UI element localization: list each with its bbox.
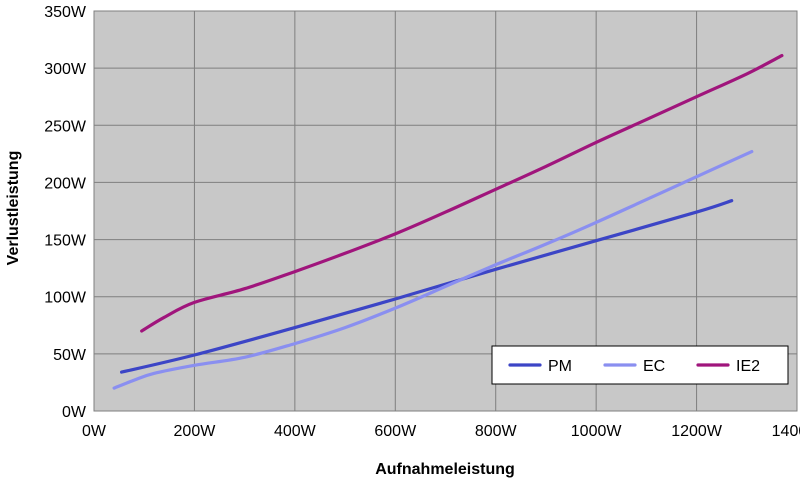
x-tick-label: 600W: [374, 423, 417, 440]
x-tick-label: 1000W: [571, 423, 623, 440]
series-line-pm: [120, 199, 734, 374]
y-tick-label: 0W: [62, 404, 87, 421]
y-tick-label: 200W: [44, 175, 87, 192]
plot-border: [93, 10, 798, 412]
legend: PM EC IE2: [491, 345, 789, 385]
x-tick-label: 800W: [475, 423, 518, 440]
y-tick-label: 100W: [44, 290, 87, 307]
x-tick-label: 1200W: [671, 423, 723, 440]
series-line-ec: [112, 150, 754, 390]
y-tick-label: 250W: [44, 118, 87, 135]
x-tick-label: 0W: [82, 423, 107, 440]
series-line-ie2: [140, 54, 784, 333]
legend-label-ie2: IE2: [736, 358, 760, 375]
y-axis-title: Verlustleistung: [5, 151, 22, 266]
y-tick-label: 300W: [44, 61, 87, 78]
y-tick-label: 150W: [44, 233, 87, 250]
legend-label-pm: PM: [548, 358, 572, 375]
series-lines: [112, 54, 784, 390]
x-tick-label: 400W: [274, 423, 317, 440]
y-tick-label: 50W: [53, 347, 87, 364]
y-tick-label: 350W: [44, 4, 87, 21]
x-axis-title: Aufnahmeleistung: [375, 461, 515, 478]
x-tick-label: 200W: [174, 423, 217, 440]
legend-label-ec: EC: [643, 358, 665, 375]
